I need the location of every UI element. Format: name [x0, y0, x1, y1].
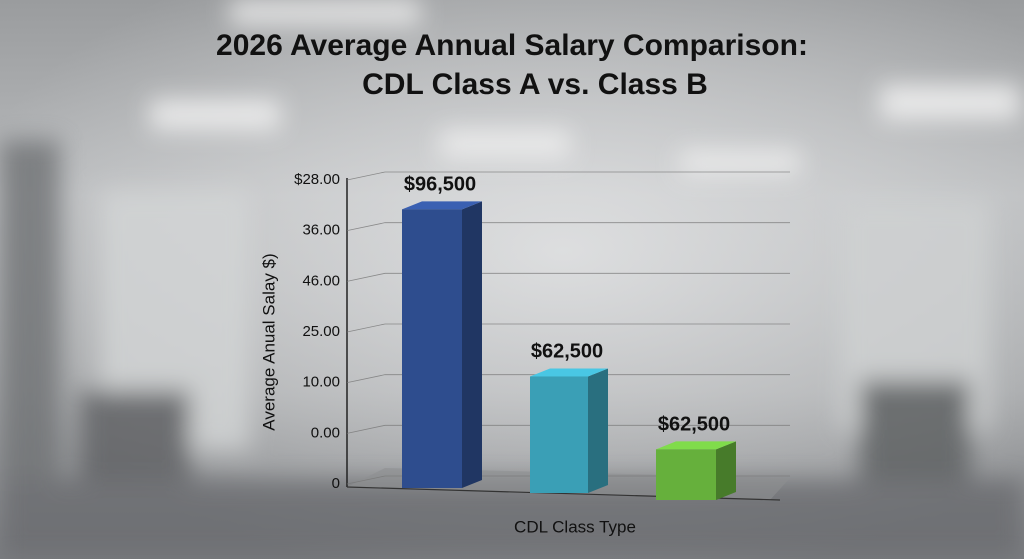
y-tick-label: $28.00 — [294, 171, 340, 188]
grid-line — [346, 475, 790, 485]
grid-line — [346, 374, 790, 384]
bar — [402, 209, 462, 489]
data-label: $62,500 — [658, 414, 730, 436]
y-tick-label: 25.00 — [302, 323, 340, 340]
bar-top — [530, 368, 608, 377]
bar — [656, 449, 716, 500]
grid-line — [346, 171, 790, 181]
bar-top — [656, 441, 736, 450]
bar-top — [402, 201, 482, 210]
bar-side — [588, 368, 608, 493]
y-tick-label: 0.00 — [311, 424, 340, 441]
grid-line — [346, 272, 790, 282]
chart-subtitle: CDL Class A vs. Class B — [362, 68, 708, 101]
chart-title: 2026 Average Annual Salary Comparison: — [216, 29, 808, 62]
bar-side — [462, 201, 482, 489]
y-tick-label: 36.00 — [302, 222, 340, 239]
bar — [530, 376, 588, 493]
y-tick-label: 46.00 — [302, 272, 340, 289]
bar-side — [716, 441, 736, 500]
y-axis-label: Average Anual Salay $) — [259, 253, 278, 430]
grid-line — [346, 323, 790, 333]
grid-line — [346, 424, 790, 434]
grid-line — [346, 222, 790, 232]
data-label: $62,500 — [531, 341, 603, 363]
y-tick-label: 0 — [332, 475, 340, 492]
x-axis-label: CDL Class Type — [514, 517, 636, 536]
data-label: $96,500 — [404, 174, 476, 196]
y-tick-label: 10.00 — [302, 374, 340, 391]
